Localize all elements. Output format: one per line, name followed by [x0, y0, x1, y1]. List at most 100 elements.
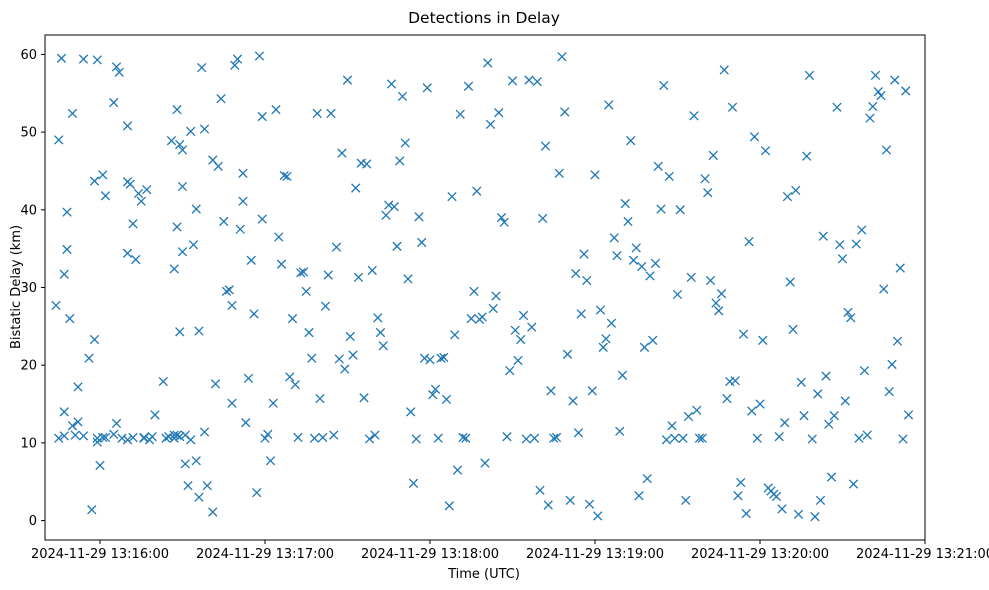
data-point [678, 433, 688, 443]
data-point [527, 322, 537, 332]
data-point [296, 268, 306, 278]
data-point [62, 207, 72, 217]
data-point [582, 275, 592, 286]
y-tick-label: 10 [20, 436, 37, 451]
data-point [166, 136, 177, 146]
data-point [859, 365, 870, 376]
data-point [67, 421, 78, 431]
data-point [117, 433, 127, 443]
data-point [601, 334, 611, 344]
data-point [62, 244, 72, 255]
y-tick-label: 60 [20, 48, 37, 63]
data-point [807, 434, 817, 444]
data-point [785, 277, 795, 287]
data-point [851, 239, 861, 249]
data-point [689, 111, 699, 121]
data-point [535, 485, 545, 495]
data-point [818, 231, 828, 241]
data-point [639, 342, 650, 352]
data-point [318, 432, 328, 443]
data-point [389, 202, 399, 212]
data-point [686, 272, 696, 283]
data-point [824, 419, 834, 429]
data-point [257, 214, 267, 224]
data-point [337, 148, 347, 158]
data-point [359, 393, 369, 403]
data-point [895, 263, 905, 273]
data-point [216, 94, 226, 104]
data-point [708, 150, 718, 161]
data-point [334, 354, 344, 364]
data-point [903, 410, 914, 420]
data-point [340, 364, 350, 374]
data-point [367, 265, 377, 276]
data-point [692, 405, 702, 415]
data-point [373, 313, 383, 323]
data-point [857, 225, 867, 235]
data-point [221, 286, 232, 297]
data-point [730, 376, 740, 386]
data-point [139, 433, 149, 443]
data-point [128, 219, 138, 229]
data-point [711, 298, 721, 308]
data-point [865, 113, 875, 123]
data-point [177, 145, 188, 155]
data-point [758, 335, 768, 345]
data-point [642, 473, 652, 484]
data-point [301, 286, 311, 297]
data-point [100, 191, 111, 201]
data-point [276, 259, 287, 269]
data-point [447, 191, 457, 202]
data-point [403, 274, 413, 284]
data-point [125, 179, 135, 189]
data-point [430, 384, 441, 394]
data-point [128, 432, 138, 443]
data-point [736, 477, 746, 488]
data-point [892, 336, 903, 346]
data-point [593, 511, 603, 521]
data-point [188, 240, 199, 250]
data-point [227, 300, 237, 311]
data-point [700, 174, 710, 184]
data-point [238, 168, 248, 178]
y-tick-label: 30 [20, 281, 37, 296]
data-point [100, 432, 111, 443]
data-point [760, 146, 771, 156]
data-point [243, 373, 254, 384]
data-point [351, 183, 361, 193]
data-point [290, 379, 300, 390]
data-point [417, 237, 427, 248]
data-point [802, 151, 812, 161]
data-point [265, 456, 276, 466]
data-point [879, 284, 889, 294]
data-point [571, 268, 581, 279]
data-point [87, 505, 97, 515]
data-point [260, 433, 270, 443]
x-axis-label: Time (UTC) [447, 567, 520, 582]
data-point [804, 70, 815, 81]
data-point [65, 313, 75, 324]
data-point [518, 310, 529, 321]
data-point [329, 430, 339, 440]
data-point [450, 330, 460, 340]
data-point [378, 341, 388, 351]
data-point [122, 435, 133, 445]
data-point [230, 60, 240, 70]
data-point [554, 168, 564, 178]
data-point [381, 210, 391, 220]
data-point [345, 331, 355, 342]
data-point [89, 176, 100, 186]
data-point [175, 432, 185, 442]
chart-title: Detections in Delay [408, 9, 560, 27]
data-point [172, 222, 182, 232]
data-point [727, 102, 738, 112]
data-point [496, 212, 507, 223]
data-point [634, 491, 644, 501]
data-point [752, 433, 762, 443]
data-point [54, 135, 64, 145]
data-point [433, 433, 443, 443]
data-point [491, 291, 501, 301]
data-point [227, 398, 237, 408]
data-point [799, 411, 809, 421]
